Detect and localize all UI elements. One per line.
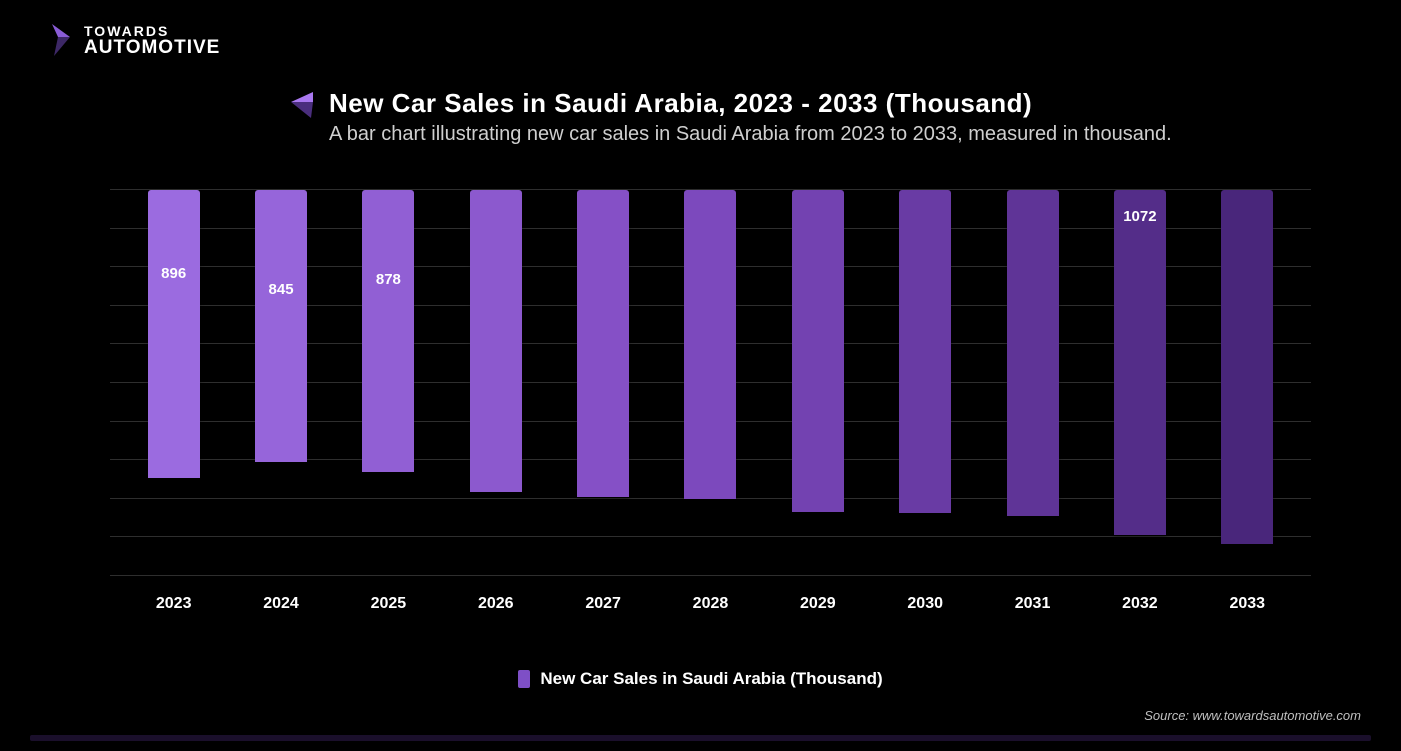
bar-column (764, 190, 871, 576)
plot-area: 896 845 878 1072 (110, 190, 1311, 576)
x-axis-labels: 2023202420252026202720282029203020312032… (110, 595, 1311, 613)
bar (148, 190, 200, 478)
brand-text: TOWARDS AUTOMOTIVE (84, 24, 220, 57)
bar-column (549, 190, 656, 576)
brand-line2: AUTOMOTIVE (84, 38, 220, 57)
x-axis-label: 2029 (764, 595, 871, 613)
chart-subtitle: A bar chart illustrating new car sales i… (329, 123, 1172, 146)
x-axis-label: 2023 (120, 595, 227, 613)
brand-line1: TOWARDS (84, 24, 220, 38)
bar (1221, 190, 1273, 544)
bar-chart: 8968458781072 20232024202520262027202820… (110, 190, 1311, 631)
bar-column: 878 (335, 190, 442, 576)
title-arrow-icon (285, 90, 315, 120)
x-axis-label: 2033 (1194, 595, 1301, 613)
brand-mark-icon (48, 22, 74, 58)
x-axis-label: 2028 (657, 595, 764, 613)
x-axis-label: 2031 (979, 595, 1086, 613)
bar-value-label: 1072 (1123, 208, 1156, 225)
bar-column (872, 190, 979, 576)
bottom-accent-strip (30, 735, 1371, 741)
bar (255, 190, 307, 462)
bar-column (657, 190, 764, 576)
bar (684, 190, 736, 499)
bar-value-label: 878 (376, 271, 401, 288)
bars-container: 896 845 878 1072 (110, 190, 1311, 576)
x-axis-label: 2030 (872, 595, 979, 613)
x-axis-label: 2024 (227, 595, 334, 613)
bar-column (442, 190, 549, 576)
x-axis-label: 2025 (335, 595, 442, 613)
source-text: Source: www.towardsautomotive.com (1144, 708, 1361, 723)
legend: New Car Sales in Saudi Arabia (Thousand) (0, 669, 1401, 689)
bar-column (1194, 190, 1301, 576)
bar-column: 896 (120, 190, 227, 576)
legend-label: New Car Sales in Saudi Arabia (Thousand) (540, 669, 882, 689)
chart-title-block: New Car Sales in Saudi Arabia, 2023 - 20… (285, 88, 1341, 146)
x-axis-label: 2026 (442, 595, 549, 613)
chart-title: New Car Sales in Saudi Arabia, 2023 - 20… (329, 88, 1172, 119)
bar (899, 190, 951, 513)
bar (792, 190, 844, 512)
legend-swatch (518, 670, 530, 688)
bar-value-label: 845 (269, 281, 294, 298)
bar (577, 190, 629, 497)
brand-logo: TOWARDS AUTOMOTIVE (48, 22, 220, 58)
x-axis-label: 2027 (549, 595, 656, 613)
x-axis-label: 2032 (1086, 595, 1193, 613)
bar-column: 845 (227, 190, 334, 576)
bar-column: 1072 (1086, 190, 1193, 576)
bar-value-label: 896 (161, 265, 186, 282)
bar (1114, 190, 1166, 535)
bar-column (979, 190, 1086, 576)
bar (470, 190, 522, 492)
bar (362, 190, 414, 472)
bar (1007, 190, 1059, 516)
